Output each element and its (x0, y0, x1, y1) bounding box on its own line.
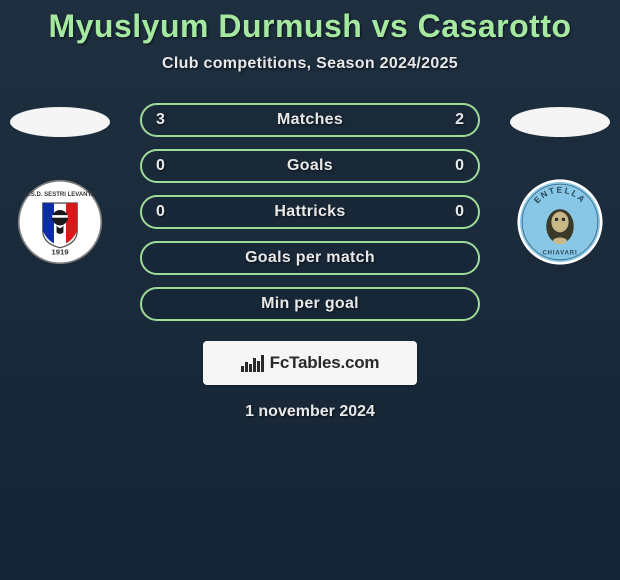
page-title: Myuslyum Durmush vs Casarotto (0, 8, 620, 45)
right-player-photo-placeholder (510, 107, 610, 137)
stat-left-value: 0 (156, 157, 165, 175)
svg-text:CHIAVARI: CHIAVARI (542, 251, 577, 257)
stat-row-matches: 3 Matches 2 (140, 103, 480, 137)
stat-row-goals-per-match: Goals per match (140, 241, 480, 275)
stat-row-min-per-goal: Min per goal (140, 287, 480, 321)
stats-area: U.S.D. SESTRI LEVANTE 1919 (0, 103, 620, 421)
left-club-badge: U.S.D. SESTRI LEVANTE 1919 (17, 179, 103, 265)
watermark-text: FcTables.com (270, 353, 380, 373)
stat-label: Goals (287, 157, 333, 175)
stat-right-value: 0 (455, 203, 464, 221)
left-player-column: U.S.D. SESTRI LEVANTE 1919 (0, 103, 120, 265)
date-line: 1 november 2024 (10, 403, 610, 421)
right-player-column: ENTELLA CHIAVARI (500, 103, 620, 265)
stat-left-value: 3 (156, 111, 165, 129)
stat-rows: 3 Matches 2 0 Goals 0 0 Hattricks 0 Goal… (140, 103, 480, 321)
stat-row-hattricks: 0 Hattricks 0 (140, 195, 480, 229)
watermark: FcTables.com (203, 341, 417, 385)
svg-text:1919: 1919 (51, 248, 69, 257)
bar-chart-icon (241, 355, 264, 372)
stat-label: Goals per match (245, 249, 375, 267)
sestri-levante-badge-icon: U.S.D. SESTRI LEVANTE 1919 (17, 179, 103, 265)
subtitle: Club competitions, Season 2024/2025 (0, 55, 620, 73)
entella-badge-icon: ENTELLA CHIAVARI (517, 179, 603, 265)
left-player-photo-placeholder (10, 107, 110, 137)
stat-left-value: 0 (156, 203, 165, 221)
comparison-card: Myuslyum Durmush vs Casarotto Club compe… (0, 0, 620, 421)
stat-row-goals: 0 Goals 0 (140, 149, 480, 183)
right-club-badge: ENTELLA CHIAVARI (517, 179, 603, 265)
svg-text:U.S.D. SESTRI LEVANTE: U.S.D. SESTRI LEVANTE (25, 192, 95, 198)
stat-right-value: 2 (455, 111, 464, 129)
stat-label: Matches (277, 111, 343, 129)
stat-right-value: 0 (455, 157, 464, 175)
stat-label: Min per goal (261, 295, 359, 313)
stat-label: Hattricks (274, 203, 345, 221)
